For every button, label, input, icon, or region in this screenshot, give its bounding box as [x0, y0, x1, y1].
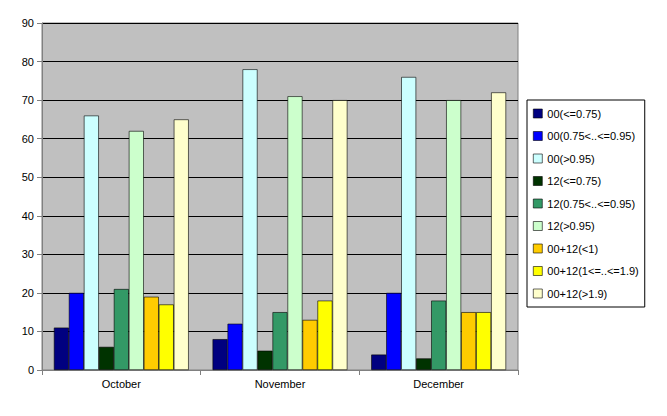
svg-text:30: 30: [22, 248, 34, 260]
svg-text:0: 0: [28, 364, 34, 376]
svg-text:12(<=0.75): 12(<=0.75): [547, 175, 601, 187]
svg-text:10: 10: [22, 325, 34, 337]
svg-text:70: 70: [22, 94, 34, 106]
svg-text:October: October: [102, 378, 141, 390]
svg-text:60: 60: [22, 133, 34, 145]
svg-text:40: 40: [22, 210, 34, 222]
svg-text:80: 80: [22, 56, 34, 68]
svg-text:November: November: [255, 378, 306, 390]
svg-text:00(<=0.75): 00(<=0.75): [547, 108, 601, 120]
svg-text:00+12(1<=..<=1.9): 00+12(1<=..<=1.9): [547, 265, 638, 277]
svg-text:00(0.75<..<=0.95): 00(0.75<..<=0.95): [547, 130, 635, 142]
svg-text:00+12(>1.9): 00+12(>1.9): [547, 288, 607, 300]
svg-text:20: 20: [22, 287, 34, 299]
svg-text:12(0.75<..<=0.95): 12(0.75<..<=0.95): [547, 198, 635, 210]
svg-text:90: 90: [22, 17, 34, 29]
svg-text:00(>0.95): 00(>0.95): [547, 153, 594, 165]
svg-text:00+12(<1): 00+12(<1): [547, 243, 598, 255]
svg-text:12(>0.95): 12(>0.95): [547, 220, 594, 232]
svg-text:December: December: [413, 378, 464, 390]
svg-text:50: 50: [22, 171, 34, 183]
